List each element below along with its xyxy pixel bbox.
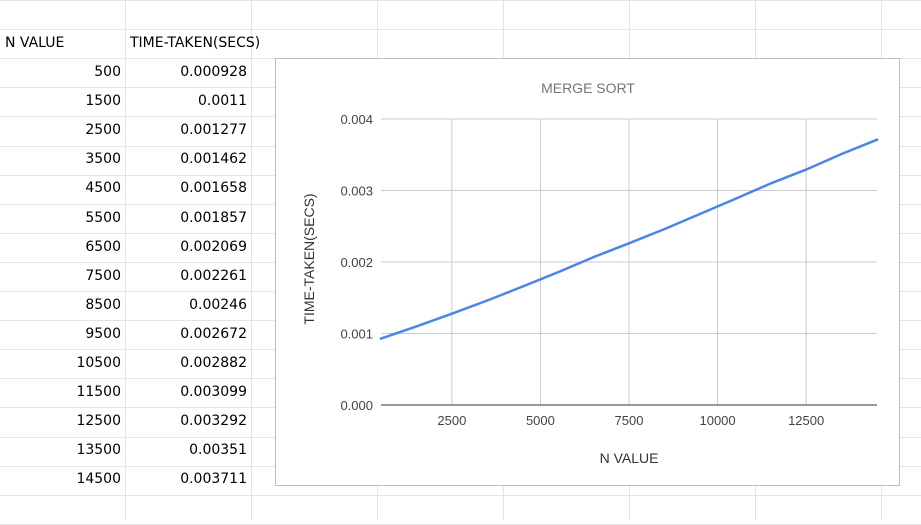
cell-n-value[interactable]: 500 <box>94 64 121 80</box>
cell-n-value[interactable]: 14500 <box>76 471 121 487</box>
y-tick-label: 0.002 <box>340 255 373 270</box>
x-tick-label: 2500 <box>437 413 466 428</box>
cell-time-taken[interactable]: 0.001462 <box>180 151 247 167</box>
cell-n-value[interactable]: 3500 <box>85 151 121 167</box>
cell-n-value[interactable]: 11500 <box>76 384 121 400</box>
data-point <box>627 242 631 245</box>
cell-n-value[interactable]: 6500 <box>85 239 121 255</box>
data-point <box>804 168 808 171</box>
cell-time-taken[interactable]: 0.002672 <box>180 326 247 342</box>
series-points <box>379 138 879 340</box>
data-point <box>663 227 666 231</box>
x-tick-label: 7500 <box>615 413 644 428</box>
cell-n-value[interactable]: 7500 <box>85 268 121 284</box>
cell-n-value[interactable]: 2500 <box>85 122 121 138</box>
cell-n-value[interactable]: 4500 <box>85 180 121 196</box>
header-n-value[interactable]: N VALUE <box>5 35 65 51</box>
chart-title: MERGE SORT <box>541 80 635 96</box>
cell-time-taken[interactable]: 0.00351 <box>189 442 247 458</box>
row-gridline <box>0 29 921 30</box>
cell-time-taken[interactable]: 0.001857 <box>180 210 247 226</box>
x-tick-labels: 2500 5000 7500 10000 12500 <box>437 413 824 428</box>
cell-time-taken[interactable]: 0.002261 <box>180 268 247 284</box>
y-tick-labels: 0.000 0.001 0.002 0.003 0.004 <box>340 112 373 413</box>
data-point <box>379 337 383 340</box>
cell-time-taken[interactable]: 0.003099 <box>180 384 247 400</box>
data-point <box>875 138 879 141</box>
cell-time-taken[interactable]: 0.001277 <box>180 122 247 138</box>
x-tick-label: 5000 <box>526 413 555 428</box>
cell-time-taken[interactable]: 0.002882 <box>180 355 247 371</box>
x-tick-label: 10000 <box>699 413 735 428</box>
row-gridline <box>0 495 921 496</box>
cell-n-value[interactable]: 8500 <box>85 297 121 313</box>
cell-n-value[interactable]: 5500 <box>85 210 121 226</box>
y-tick-label: 0.001 <box>340 327 373 342</box>
cell-time-taken[interactable]: 0.00246 <box>189 297 247 313</box>
cell-n-value[interactable]: 10500 <box>76 355 121 371</box>
data-point <box>734 197 737 201</box>
cell-time-taken[interactable]: 0.002069 <box>180 239 247 255</box>
data-point <box>521 285 524 288</box>
data-point <box>450 312 454 315</box>
cell-time-taken[interactable]: 0.001658 <box>180 180 247 196</box>
cell-n-value[interactable]: 1500 <box>85 93 121 109</box>
cell-time-taken[interactable]: 0.0011 <box>198 93 247 109</box>
x-axis-label: N VALUE <box>600 450 659 466</box>
cell-n-value[interactable]: 9500 <box>85 326 121 342</box>
y-tick-label: 0.004 <box>340 112 373 127</box>
data-point <box>592 255 595 259</box>
data-point <box>486 299 489 302</box>
y-axis-label: TIME-TAKEN(SECS) <box>301 193 317 324</box>
horizontal-gridlines <box>381 118 877 334</box>
column-gridline <box>251 0 252 520</box>
y-tick-label: 0.000 <box>340 398 373 413</box>
x-tick-label: 12500 <box>788 413 824 428</box>
y-tick-label: 0.003 <box>340 184 373 199</box>
line-chart[interactable]: MERGE SORT 0.000 0.001 0.002 0.003 0.004 250… <box>275 58 900 486</box>
data-point <box>556 271 560 274</box>
data-point <box>698 212 702 216</box>
chart-canvas: MERGE SORT 0.000 0.001 0.002 0.003 0.004 250… <box>301 80 879 466</box>
column-gridline <box>125 0 126 520</box>
header-time-taken[interactable]: TIME-TAKEN(SECS) <box>130 35 261 51</box>
cell-time-taken[interactable]: 0.003292 <box>180 413 247 429</box>
row-gridline <box>0 0 921 1</box>
data-point <box>840 152 843 156</box>
cell-n-value[interactable]: 13500 <box>76 442 121 458</box>
cell-time-taken[interactable]: 0.003711 <box>180 471 247 487</box>
cell-time-taken[interactable]: 0.000928 <box>180 64 247 80</box>
cell-n-value[interactable]: 12500 <box>76 413 121 429</box>
data-point <box>415 325 418 328</box>
data-point <box>769 182 772 185</box>
